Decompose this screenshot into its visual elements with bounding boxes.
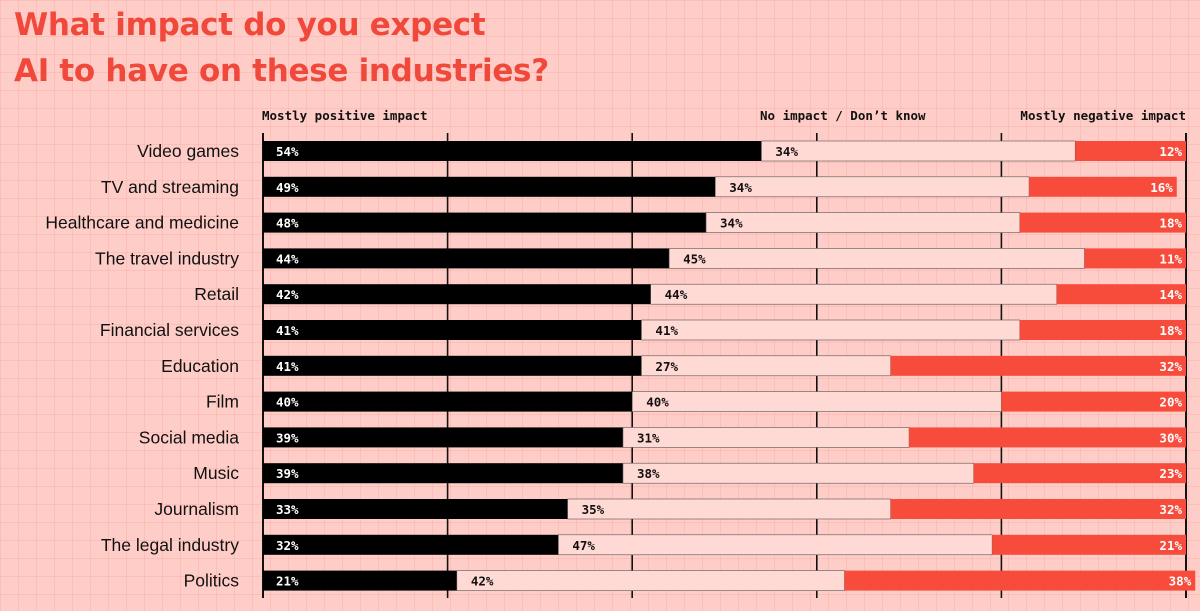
bar-no-impact [668,248,1085,269]
data-label-negative: 23% [1159,466,1182,481]
bar-positive [263,355,642,376]
data-label-positive: 44% [276,251,299,266]
bar-positive [263,320,642,340]
data-label-negative: 32% [1159,502,1182,517]
data-label-no-impact: 35% [582,502,605,517]
category-label: Music [193,463,239,483]
category-label: Financial services [100,320,239,340]
column-label-positive: Mostly positive impact [262,108,428,123]
bar-negative [1019,320,1186,340]
category-label: Retail [194,284,239,304]
bar-negative [1084,248,1186,269]
bar-positive [263,499,568,519]
data-label-no-impact: 27% [655,359,678,374]
bar-positive [263,141,762,161]
data-label-positive: 32% [276,538,299,553]
bar-negative [1001,391,1186,412]
category-label: The legal industry [101,535,239,555]
bar-no-impact [650,283,1058,305]
data-label-no-impact: 31% [637,430,660,445]
column-label-negative: Mostly negative impact [1020,108,1186,123]
data-label-no-impact: 34% [775,144,798,159]
category-label: Education [161,356,239,376]
data-label-negative: 20% [1159,395,1182,410]
data-label-negative: 18% [1159,216,1182,231]
data-label-no-impact: 34% [729,180,752,195]
bar-positive [263,248,670,269]
data-label-no-impact: 34% [720,216,743,231]
bar-positive [263,463,623,484]
data-label-positive: 39% [276,466,299,481]
bar-negative [1056,284,1186,305]
bar-no-impact [714,176,1030,198]
category-label: Film [206,392,239,412]
bar-no-impact [641,355,891,377]
bar-positive [263,212,707,233]
data-label-no-impact: 41% [655,323,678,338]
data-label-negative: 38% [1169,574,1192,589]
bars: Video games 54% 34% 12% TV and streaming 49% 3… [45,140,1196,591]
data-label-positive: 41% [276,323,299,338]
bar-positive [263,284,651,305]
data-label-positive: 42% [276,287,299,302]
bar-no-impact [761,140,1076,162]
data-label-negative: 11% [1159,251,1182,266]
data-label-negative: 21% [1159,538,1182,553]
data-label-no-impact: 38% [637,466,660,481]
bar-no-impact [641,319,1021,341]
bar-negative [992,534,1186,555]
chart-title-line-2: AI to have on these industries? [14,53,549,89]
data-label-positive: 54% [276,144,299,159]
data-label-negative: 18% [1159,323,1182,338]
data-label-negative: 32% [1159,359,1182,374]
category-label: Social media [139,427,239,447]
bar-no-impact [558,534,993,556]
chart-title: What impact do you expect AI to have on … [14,2,549,94]
data-label-negative: 30% [1159,430,1182,445]
data-label-positive: 40% [276,395,299,410]
data-label-positive: 39% [276,430,299,445]
data-label-positive: 21% [276,574,299,589]
bar-positive [263,391,633,412]
category-label: TV and streaming [101,177,239,197]
data-label-no-impact: 47% [572,538,595,553]
bar-negative [890,499,1186,519]
data-label-no-impact: 40% [646,395,669,410]
bar-no-impact [622,462,975,484]
category-label: The travel industry [95,248,239,268]
bar-no-impact [705,212,1021,233]
bar-negative [890,355,1186,376]
bar-positive [263,534,559,555]
data-label-positive: 49% [276,180,299,195]
chart-title-line-1: What impact do you expect [14,7,486,43]
category-label: Healthcare and medicine [45,213,239,233]
data-label-positive: 33% [276,502,299,517]
bar-no-impact [631,391,1002,412]
column-label-no-impact: No impact / Don’t know [760,108,926,123]
bar-negative [909,427,1186,448]
data-label-negative: 16% [1150,180,1173,195]
bar-positive [263,176,716,197]
category-label: Politics [184,571,240,591]
data-label-no-impact: 42% [471,574,494,589]
data-label-negative: 12% [1159,144,1182,159]
bar-no-impact [456,570,845,591]
bar-no-impact [567,498,891,520]
data-label-no-impact: 45% [683,251,706,266]
category-label: Video games [137,141,239,161]
bar-no-impact [622,427,910,448]
bar-negative [1019,212,1186,233]
bar-negative [973,463,1186,484]
bar-negative [844,570,1196,591]
data-label-positive: 41% [276,359,299,374]
bar-negative [1029,176,1177,197]
data-label-positive: 48% [276,216,299,231]
category-label: Journalism [154,499,239,519]
data-label-no-impact: 44% [665,287,688,302]
bar-negative [1075,141,1186,161]
data-label-negative: 14% [1159,287,1182,302]
bar-positive [263,570,457,591]
bar-positive [263,427,623,448]
